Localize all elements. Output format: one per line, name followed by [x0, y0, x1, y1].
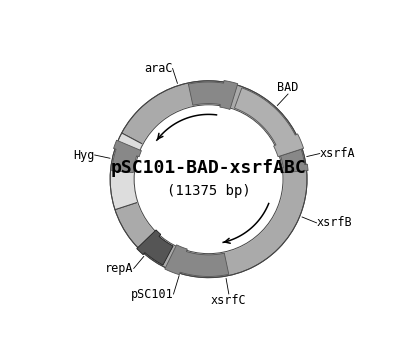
Polygon shape	[234, 88, 304, 157]
Wedge shape	[110, 133, 143, 210]
Polygon shape	[112, 140, 141, 173]
Circle shape	[134, 105, 283, 254]
Text: repA: repA	[105, 262, 134, 275]
Text: xsrfA: xsrfA	[320, 147, 355, 160]
Text: (11375 bp): (11375 bp)	[167, 184, 250, 198]
Text: BAD: BAD	[277, 81, 299, 94]
Polygon shape	[188, 81, 238, 109]
Polygon shape	[165, 245, 229, 276]
Text: araC: araC	[144, 62, 173, 75]
Wedge shape	[115, 81, 307, 277]
Text: pSC101: pSC101	[131, 287, 173, 300]
Text: xsrfC: xsrfC	[211, 294, 247, 307]
Text: xsrfB: xsrfB	[317, 216, 352, 229]
Polygon shape	[137, 230, 173, 265]
Text: pSC101-BAD-xsrfABC: pSC101-BAD-xsrfABC	[111, 159, 306, 177]
Text: Hyg: Hyg	[73, 149, 95, 162]
Polygon shape	[280, 149, 308, 173]
